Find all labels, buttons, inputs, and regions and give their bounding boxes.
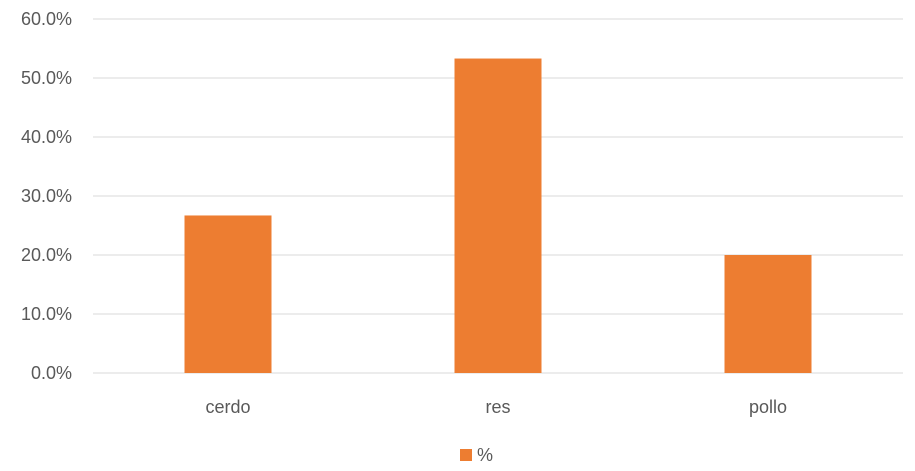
y-tick-label: 30.0% bbox=[21, 186, 72, 206]
legend-label: % bbox=[477, 445, 493, 465]
bar-res bbox=[454, 58, 542, 373]
x-category-label: pollo bbox=[749, 397, 787, 417]
y-tick-label: 50.0% bbox=[21, 68, 72, 88]
bars bbox=[184, 58, 812, 373]
bar-pollo bbox=[724, 255, 812, 373]
y-tick-label: 40.0% bbox=[21, 127, 72, 147]
x-category-label: res bbox=[485, 397, 510, 417]
y-tick-label: 60.0% bbox=[21, 9, 72, 29]
bar-cerdo bbox=[184, 215, 272, 373]
y-tick-label: 10.0% bbox=[21, 304, 72, 324]
legend: % bbox=[460, 445, 493, 465]
x-category-label: cerdo bbox=[205, 397, 250, 417]
y-tick-label: 20.0% bbox=[21, 245, 72, 265]
y-axis-tick-labels: 0.0% 10.0% 20.0% 30.0% 40.0% 50.0% 60.0% bbox=[21, 9, 72, 383]
legend-swatch bbox=[460, 449, 472, 461]
y-tick-label: 0.0% bbox=[31, 363, 72, 383]
x-axis-category-labels: cerdo res pollo bbox=[205, 397, 787, 417]
